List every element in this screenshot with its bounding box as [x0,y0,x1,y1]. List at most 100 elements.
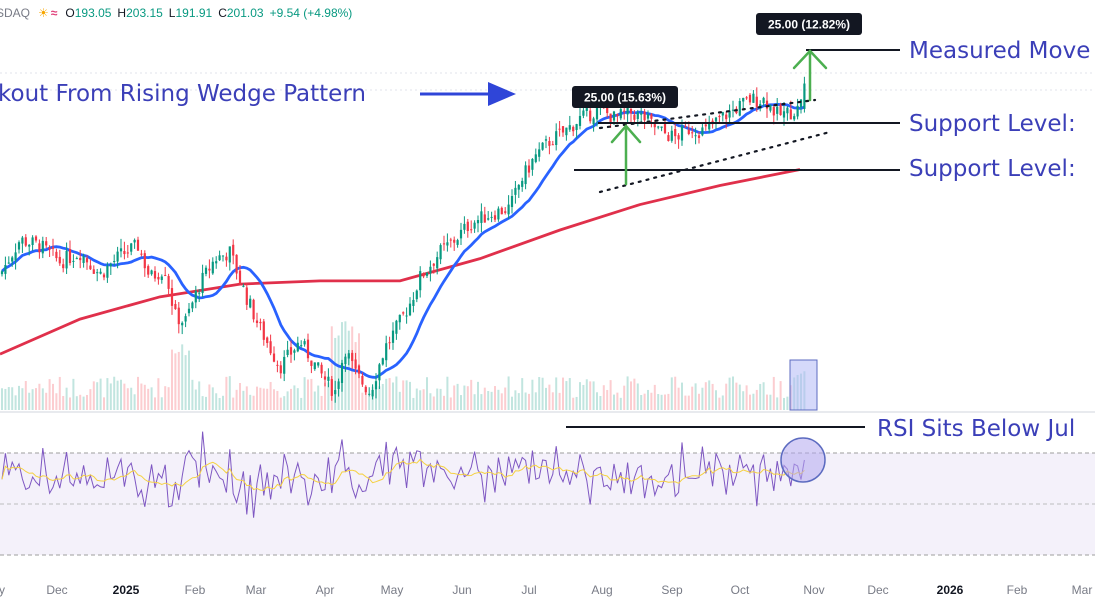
candle-body [215,261,218,264]
symbol-label[interactable]: SDAQ [0,6,31,20]
candle-body [697,135,701,138]
svg-text:25.00 (15.63%): 25.00 (15.63%) [584,91,666,105]
candle-body [245,287,248,305]
candle-body [58,256,61,264]
candle-body [7,262,10,264]
candle-body [612,111,616,121]
volume-bar [443,395,445,410]
candle-body [786,107,789,114]
volume-bar [75,396,78,410]
volume-bar [252,395,255,410]
candle-body [269,341,272,354]
volume-bar [41,388,44,410]
candle-body [765,100,769,109]
volume-bar [259,387,262,410]
volume-bar [470,379,473,410]
candle-body [361,375,364,385]
candle-body [143,253,146,269]
volume-bar [772,376,775,410]
volume-bar [137,376,139,410]
volume-bar [96,382,99,410]
candle-body [541,142,544,150]
volume-bar [487,391,490,410]
candle-body [592,118,595,125]
volume-bar [429,393,432,410]
candle-body [323,376,327,380]
candle-body [555,131,558,145]
candle-body [238,270,242,284]
volume-bar [609,380,612,410]
volume-bar [249,394,252,410]
candle-body [252,299,255,320]
candle-body [796,105,799,117]
volume-bar [330,326,333,410]
candle-body [385,343,388,361]
volume-bar [711,383,714,410]
volume-bar [449,397,452,410]
candle-body [578,115,582,126]
volume-bar [691,386,694,410]
x-axis: y Dec 2025 Feb Mar Apr May Jun Jul Aug Sep Oct Nov De… [0,583,1092,597]
volume-bar [405,380,408,410]
volume-bar [776,397,779,410]
volume-bar [120,379,122,410]
candle-body [619,109,622,119]
volume-bar [738,384,741,410]
candle-body [344,356,347,365]
candle-body [170,288,174,306]
volume-bar [307,379,309,410]
volume-bar [674,376,677,410]
volume-bar [572,397,575,410]
candle-body [660,126,663,128]
volume-bar [86,394,88,410]
candle-body [82,256,85,263]
volume-bar [511,396,513,410]
candle-body [21,237,24,244]
candle-body [184,316,187,322]
candle-body [378,364,381,381]
volume-bar [218,397,221,410]
candle-body [623,110,626,112]
candle-body [708,123,711,130]
volume-bar [276,390,279,410]
volume-bar [565,381,568,410]
volume-bar [708,380,711,410]
candle-body [398,314,401,323]
wedge-lower-line [598,130,832,194]
ma200-line [0,168,801,356]
volume-bar [103,397,105,410]
candle-body [266,337,269,344]
candle-body [296,342,299,352]
volume-bar [466,386,469,410]
volume-bar [310,378,313,410]
volume-bar [313,391,316,410]
volume-bar [65,387,68,410]
candle-body [337,381,340,389]
measured-move-annotation: Measured Move [909,38,1090,64]
candle-body [330,379,333,396]
candle-body [731,109,735,111]
candle-body [752,93,755,103]
candle-body [327,376,330,381]
volume-bar [613,394,615,410]
candle-body [136,239,140,251]
candle-body [595,107,599,120]
volume-bar [113,376,116,410]
volume-bar [456,383,459,410]
candle-body [412,299,415,306]
candle-body [776,106,779,114]
volume-bar [7,387,10,410]
candle-body [677,135,680,140]
candle-body [497,208,500,220]
volume-bar [82,396,85,410]
volume-bar [473,394,476,410]
volume-bar [245,386,248,410]
candle-body [34,236,38,241]
volume-bar [140,383,143,410]
volume-bar [347,330,350,410]
volume-bar [562,377,564,410]
measured-move-badge-2: 25.00 (12.82%) [756,13,862,35]
candle-body [534,154,537,162]
candle-body [636,112,639,119]
